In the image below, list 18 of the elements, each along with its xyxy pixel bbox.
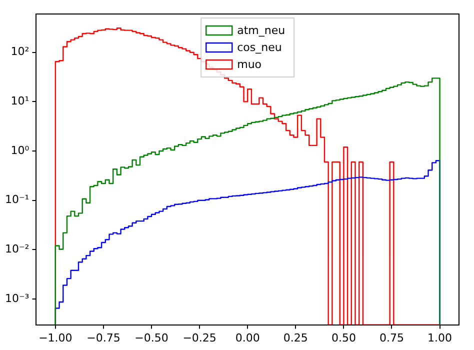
x-tick-label: 0.25 [283, 331, 308, 344]
x-tick-label: 0.75 [379, 331, 404, 344]
x-tick-label: 0.00 [235, 331, 260, 344]
y-tick-label: 10⁻¹ [4, 193, 30, 206]
legend-label: cos_neu [237, 40, 282, 54]
x-tick-label: −0.75 [86, 331, 120, 344]
legend-label: muo [237, 58, 262, 71]
x-tick-label: −0.50 [134, 331, 168, 344]
x-tick-label: −1.00 [38, 331, 72, 344]
x-tick-label: 0.50 [331, 331, 356, 344]
y-tick-label: 10² [10, 45, 30, 58]
y-tick-label: 10⁰ [10, 144, 30, 157]
y-tick-label: 10¹ [10, 94, 30, 108]
y-tick-label: 10⁻³ [4, 292, 30, 305]
y-tick-label: 10⁻² [4, 242, 30, 256]
legend-label: atm_neu [237, 24, 286, 37]
x-tick-label: 1.00 [428, 331, 452, 344]
x-tick-label: −0.25 [182, 331, 216, 344]
